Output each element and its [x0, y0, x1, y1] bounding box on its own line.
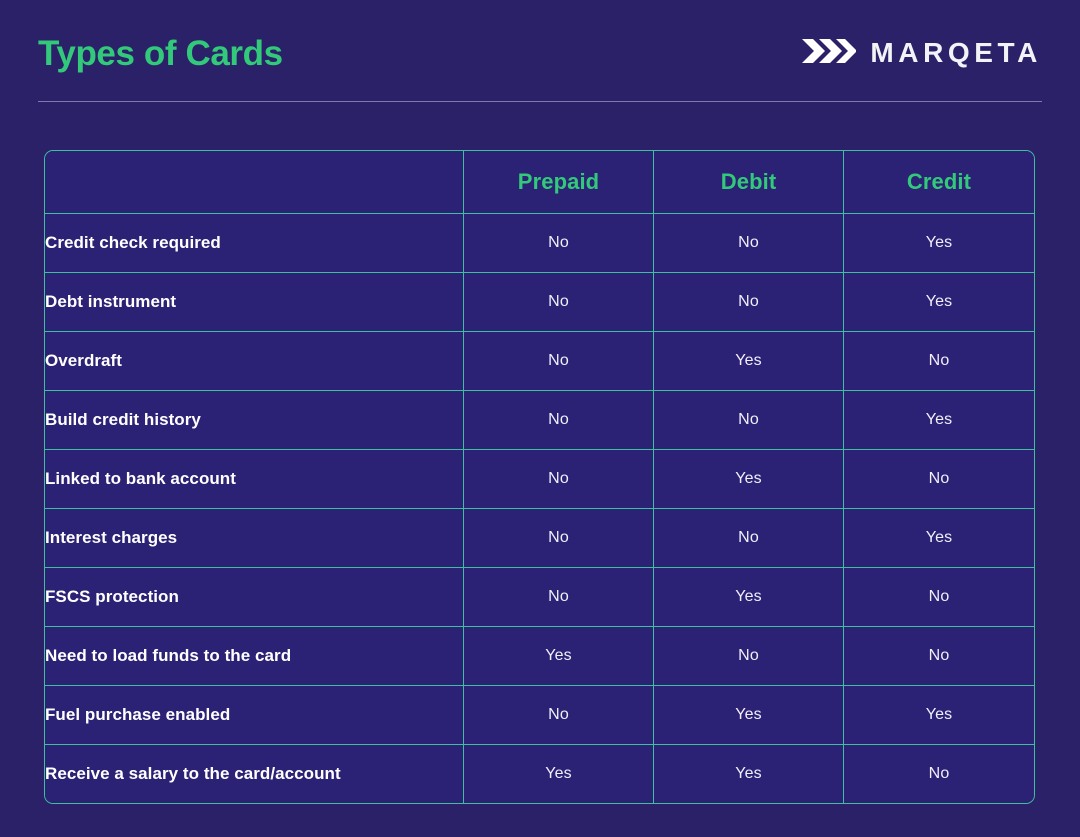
cell-debit: Yes	[654, 686, 844, 745]
table-header-debit: Debit	[654, 151, 844, 214]
row-label: Interest charges	[45, 509, 464, 568]
marqeta-wordmark: MARQETA	[870, 37, 1042, 68]
cell-credit: No	[844, 332, 1034, 391]
header-divider	[38, 101, 1042, 102]
cell-debit: No	[654, 509, 844, 568]
table-row: Overdraft No Yes No	[45, 332, 1034, 391]
cell-prepaid: No	[464, 568, 654, 627]
cards-comparison-table-wrapper: Prepaid Debit Credit Credit check requir…	[44, 150, 1035, 804]
row-label: Linked to bank account	[45, 450, 464, 509]
cell-debit: No	[654, 627, 844, 686]
table-row: Receive a salary to the card/account Yes…	[45, 745, 1034, 803]
table-row: Build credit history No No Yes	[45, 391, 1034, 450]
page-title: Types of Cards	[38, 33, 283, 73]
cell-debit: Yes	[654, 450, 844, 509]
cell-credit: No	[844, 450, 1034, 509]
cell-prepaid: No	[464, 509, 654, 568]
table-row: Debt instrument No No Yes	[45, 273, 1034, 332]
row-label: Build credit history	[45, 391, 464, 450]
marqeta-chevrons-icon	[800, 36, 858, 71]
cell-prepaid: No	[464, 686, 654, 745]
table-row: Credit check required No No Yes	[45, 214, 1034, 273]
row-label: FSCS protection	[45, 568, 464, 627]
table-header-corner	[45, 151, 464, 214]
cell-debit: Yes	[654, 568, 844, 627]
cell-prepaid: Yes	[464, 627, 654, 686]
cell-credit: No	[844, 745, 1034, 803]
cell-credit: Yes	[844, 273, 1034, 332]
table-header-row: Prepaid Debit Credit	[45, 151, 1034, 214]
row-label: Overdraft	[45, 332, 464, 391]
cell-prepaid: Yes	[464, 745, 654, 803]
cell-credit: Yes	[844, 214, 1034, 273]
table-row: Linked to bank account No Yes No	[45, 450, 1034, 509]
cell-credit: Yes	[844, 686, 1034, 745]
cell-credit: No	[844, 627, 1034, 686]
table-header-credit: Credit	[844, 151, 1034, 214]
table-header-prepaid: Prepaid	[464, 151, 654, 214]
table-row: Fuel purchase enabled No Yes Yes	[45, 686, 1034, 745]
cell-credit: No	[844, 568, 1034, 627]
cell-prepaid: No	[464, 391, 654, 450]
cell-prepaid: No	[464, 273, 654, 332]
table-body: Credit check required No No Yes Debt ins…	[45, 214, 1034, 803]
row-label: Need to load funds to the card	[45, 627, 464, 686]
table-row: FSCS protection No Yes No	[45, 568, 1034, 627]
cell-debit: Yes	[654, 745, 844, 803]
cell-prepaid: No	[464, 214, 654, 273]
cell-debit: No	[654, 273, 844, 332]
cell-credit: Yes	[844, 391, 1034, 450]
row-label: Fuel purchase enabled	[45, 686, 464, 745]
cell-debit: Yes	[654, 332, 844, 391]
slide-header: Types of Cards MARQETA	[38, 22, 1042, 84]
cell-prepaid: No	[464, 450, 654, 509]
row-label: Receive a salary to the card/account	[45, 745, 464, 803]
table-row: Interest charges No No Yes	[45, 509, 1034, 568]
cell-credit: Yes	[844, 509, 1034, 568]
marqeta-logo: MARQETA	[800, 36, 1042, 70]
cell-debit: No	[654, 214, 844, 273]
cell-prepaid: No	[464, 332, 654, 391]
cards-comparison-table: Prepaid Debit Credit Credit check requir…	[44, 150, 1035, 804]
cell-debit: No	[654, 391, 844, 450]
table-header: Prepaid Debit Credit	[45, 151, 1034, 214]
row-label: Credit check required	[45, 214, 464, 273]
row-label: Debt instrument	[45, 273, 464, 332]
table-row: Need to load funds to the card Yes No No	[45, 627, 1034, 686]
